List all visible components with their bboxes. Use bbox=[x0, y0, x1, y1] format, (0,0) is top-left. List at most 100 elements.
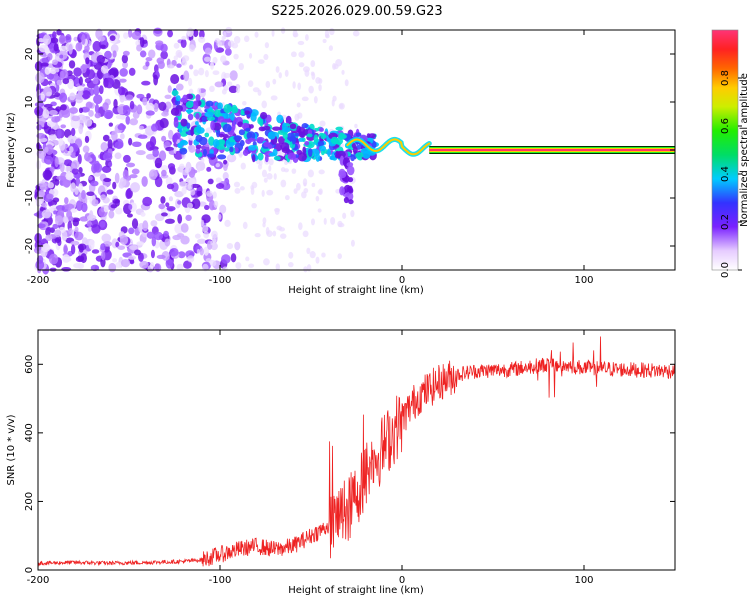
noise-blob bbox=[248, 53, 253, 59]
noise-blob bbox=[128, 137, 133, 146]
signal-blob bbox=[173, 116, 179, 122]
noise-blob bbox=[106, 189, 114, 195]
noise-blob bbox=[108, 122, 114, 127]
noise-blob bbox=[155, 40, 164, 46]
noise-blob bbox=[129, 259, 135, 265]
noise-blob bbox=[174, 223, 184, 234]
noise-blob bbox=[74, 226, 79, 233]
noise-blob bbox=[78, 90, 84, 96]
spectrogram-x-label: Height of straight line (km) bbox=[288, 285, 424, 296]
noise-blob bbox=[65, 33, 72, 44]
x-tick-label: 0 bbox=[399, 275, 405, 286]
signal-blob bbox=[273, 155, 281, 161]
noise-blob bbox=[102, 134, 110, 142]
noise-blob bbox=[187, 255, 195, 263]
noise-blob bbox=[311, 182, 316, 188]
noise-blob bbox=[166, 183, 175, 190]
noise-blob bbox=[142, 196, 153, 207]
snr-series bbox=[37, 336, 676, 567]
signal-blob bbox=[210, 120, 215, 131]
signal-blob bbox=[259, 118, 264, 127]
signal-blob bbox=[198, 136, 208, 146]
noise-blob bbox=[59, 92, 68, 103]
signal-blob bbox=[350, 154, 356, 162]
noise-blob bbox=[167, 85, 172, 94]
noise-blob bbox=[69, 146, 74, 153]
noise-blob bbox=[58, 35, 67, 45]
signal-blob bbox=[240, 110, 245, 116]
noise-blob bbox=[138, 252, 144, 262]
noise-blob bbox=[173, 146, 177, 154]
noise-blob bbox=[78, 107, 84, 114]
noise-blob bbox=[53, 210, 58, 215]
noise-blob bbox=[315, 195, 320, 202]
noise-blob bbox=[135, 150, 146, 156]
noise-blob bbox=[330, 216, 336, 225]
signal-blob bbox=[368, 133, 377, 139]
signal-blob bbox=[278, 136, 285, 145]
noise-blob bbox=[228, 85, 238, 94]
noise-blob bbox=[318, 84, 322, 92]
noise-blob bbox=[180, 235, 190, 245]
noise-blob bbox=[185, 214, 192, 221]
signal-blob bbox=[195, 112, 200, 120]
noise-blob bbox=[284, 160, 288, 166]
noise-blob bbox=[223, 31, 227, 40]
signal-blob bbox=[229, 146, 234, 153]
noise-blob bbox=[261, 100, 267, 109]
signal-blob bbox=[205, 100, 214, 107]
noise-blob bbox=[156, 254, 166, 259]
signal-blob bbox=[175, 95, 181, 102]
noise-blob bbox=[108, 262, 117, 273]
signal-blob bbox=[269, 152, 276, 157]
noise-blob bbox=[66, 74, 76, 81]
spectrogram-y-ticks: -20 -10 0 10 20 bbox=[24, 48, 675, 254]
noise-blob bbox=[183, 70, 190, 82]
noise-blob bbox=[42, 108, 50, 119]
noise-blob bbox=[110, 44, 119, 54]
signal-blob bbox=[352, 146, 358, 154]
signal-blob bbox=[258, 126, 267, 132]
noise-blob bbox=[177, 51, 183, 59]
noise-blob bbox=[145, 61, 150, 67]
snr-frame bbox=[37, 329, 676, 571]
noise-blob bbox=[136, 104, 143, 115]
noise-blob bbox=[41, 243, 51, 253]
noise-blob bbox=[180, 38, 187, 48]
noise-blob bbox=[113, 98, 118, 109]
noise-blob bbox=[165, 202, 170, 208]
noise-blob bbox=[266, 230, 273, 238]
noise-blob bbox=[49, 166, 55, 173]
snr-panel: -200 -100 0 100 0 200 400 600 Height of straig… bbox=[6, 329, 676, 596]
signal-blob bbox=[306, 133, 313, 138]
noise-blob bbox=[332, 62, 337, 70]
noise-blob bbox=[266, 172, 273, 180]
noise-blob bbox=[153, 74, 159, 86]
noise-blob bbox=[209, 85, 215, 93]
noise-blob bbox=[352, 30, 360, 37]
noise-blob bbox=[151, 236, 157, 247]
noise-blob bbox=[318, 78, 323, 84]
signal-blob bbox=[291, 136, 296, 145]
snr-plot-area bbox=[38, 330, 675, 570]
signal-blob bbox=[185, 108, 194, 114]
noise-blob bbox=[126, 213, 133, 218]
noise-blob bbox=[276, 150, 284, 156]
x-tick-label: -100 bbox=[209, 275, 232, 286]
noise-blob bbox=[164, 101, 172, 110]
signal-blob bbox=[251, 154, 256, 163]
noise-blob bbox=[292, 81, 296, 89]
noise-blob bbox=[150, 220, 158, 227]
noise-blob bbox=[48, 134, 57, 141]
noise-blob bbox=[91, 122, 97, 128]
noise-blob bbox=[196, 248, 201, 255]
signal-blob bbox=[260, 112, 268, 120]
noise-blob bbox=[59, 162, 65, 173]
noise-blob bbox=[146, 93, 151, 99]
noise-blob bbox=[230, 253, 237, 263]
noise-blob bbox=[117, 124, 127, 131]
noise-blob bbox=[129, 118, 139, 126]
noise-blob bbox=[245, 256, 250, 262]
noise-blob bbox=[93, 85, 100, 96]
